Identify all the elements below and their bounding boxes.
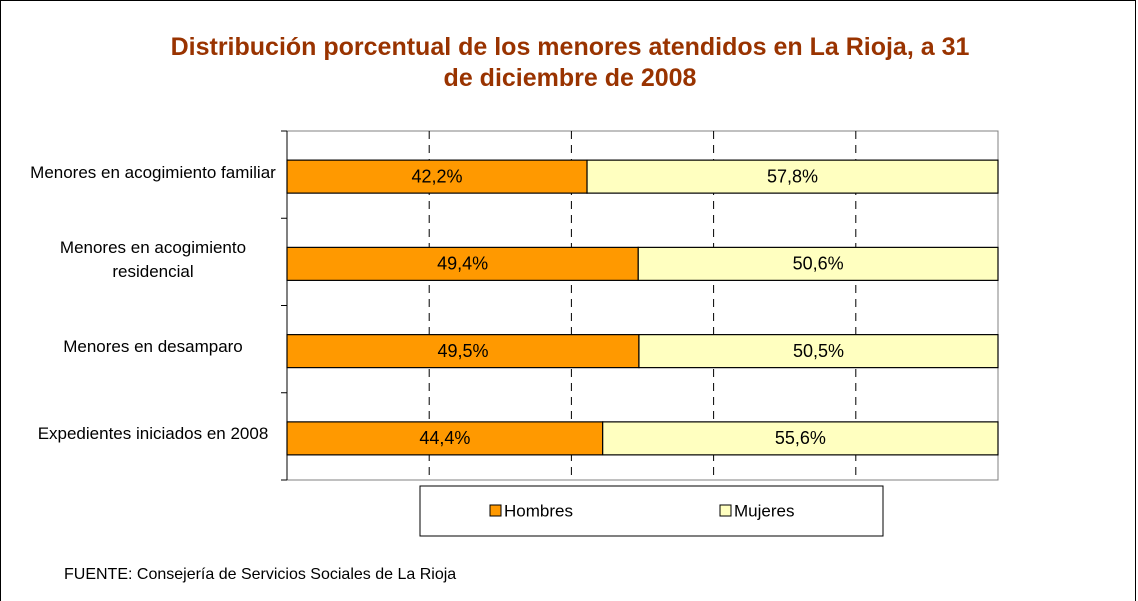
data-label: 44,4% (419, 428, 470, 448)
bar (638, 334, 999, 369)
legend-swatch (489, 504, 502, 517)
chart-title: Distribución porcentual de los menores a… (170, 33, 970, 92)
legend-swatch (719, 504, 732, 517)
data-label: 50,6% (793, 254, 844, 274)
data-label: 50,5% (793, 341, 844, 361)
y-tick-label: Menores en acogimiento residencial (59, 237, 247, 281)
legend-label: Mujeres (734, 501, 794, 520)
bar (637, 246, 999, 281)
source: FUENTE: Consejería de Servicios Sociales… (64, 566, 457, 583)
bar (286, 421, 604, 456)
legend-label: Hombres (504, 501, 573, 520)
bar (602, 421, 999, 456)
data-label: 57,8% (767, 166, 818, 186)
legend (419, 485, 884, 537)
data-label: 49,4% (437, 254, 488, 274)
y-tick-label: Menores en desamparo (63, 337, 243, 357)
data-label: 42,2% (411, 166, 462, 186)
y-tick-label: Menores en acogimiento familiar (30, 162, 276, 182)
data-label: 55,6% (775, 428, 826, 448)
bar (586, 159, 999, 194)
y-tick-label: Expedientes iniciados en 2008 (37, 424, 269, 444)
bar (286, 246, 639, 281)
data-label: 49,5% (437, 341, 488, 361)
